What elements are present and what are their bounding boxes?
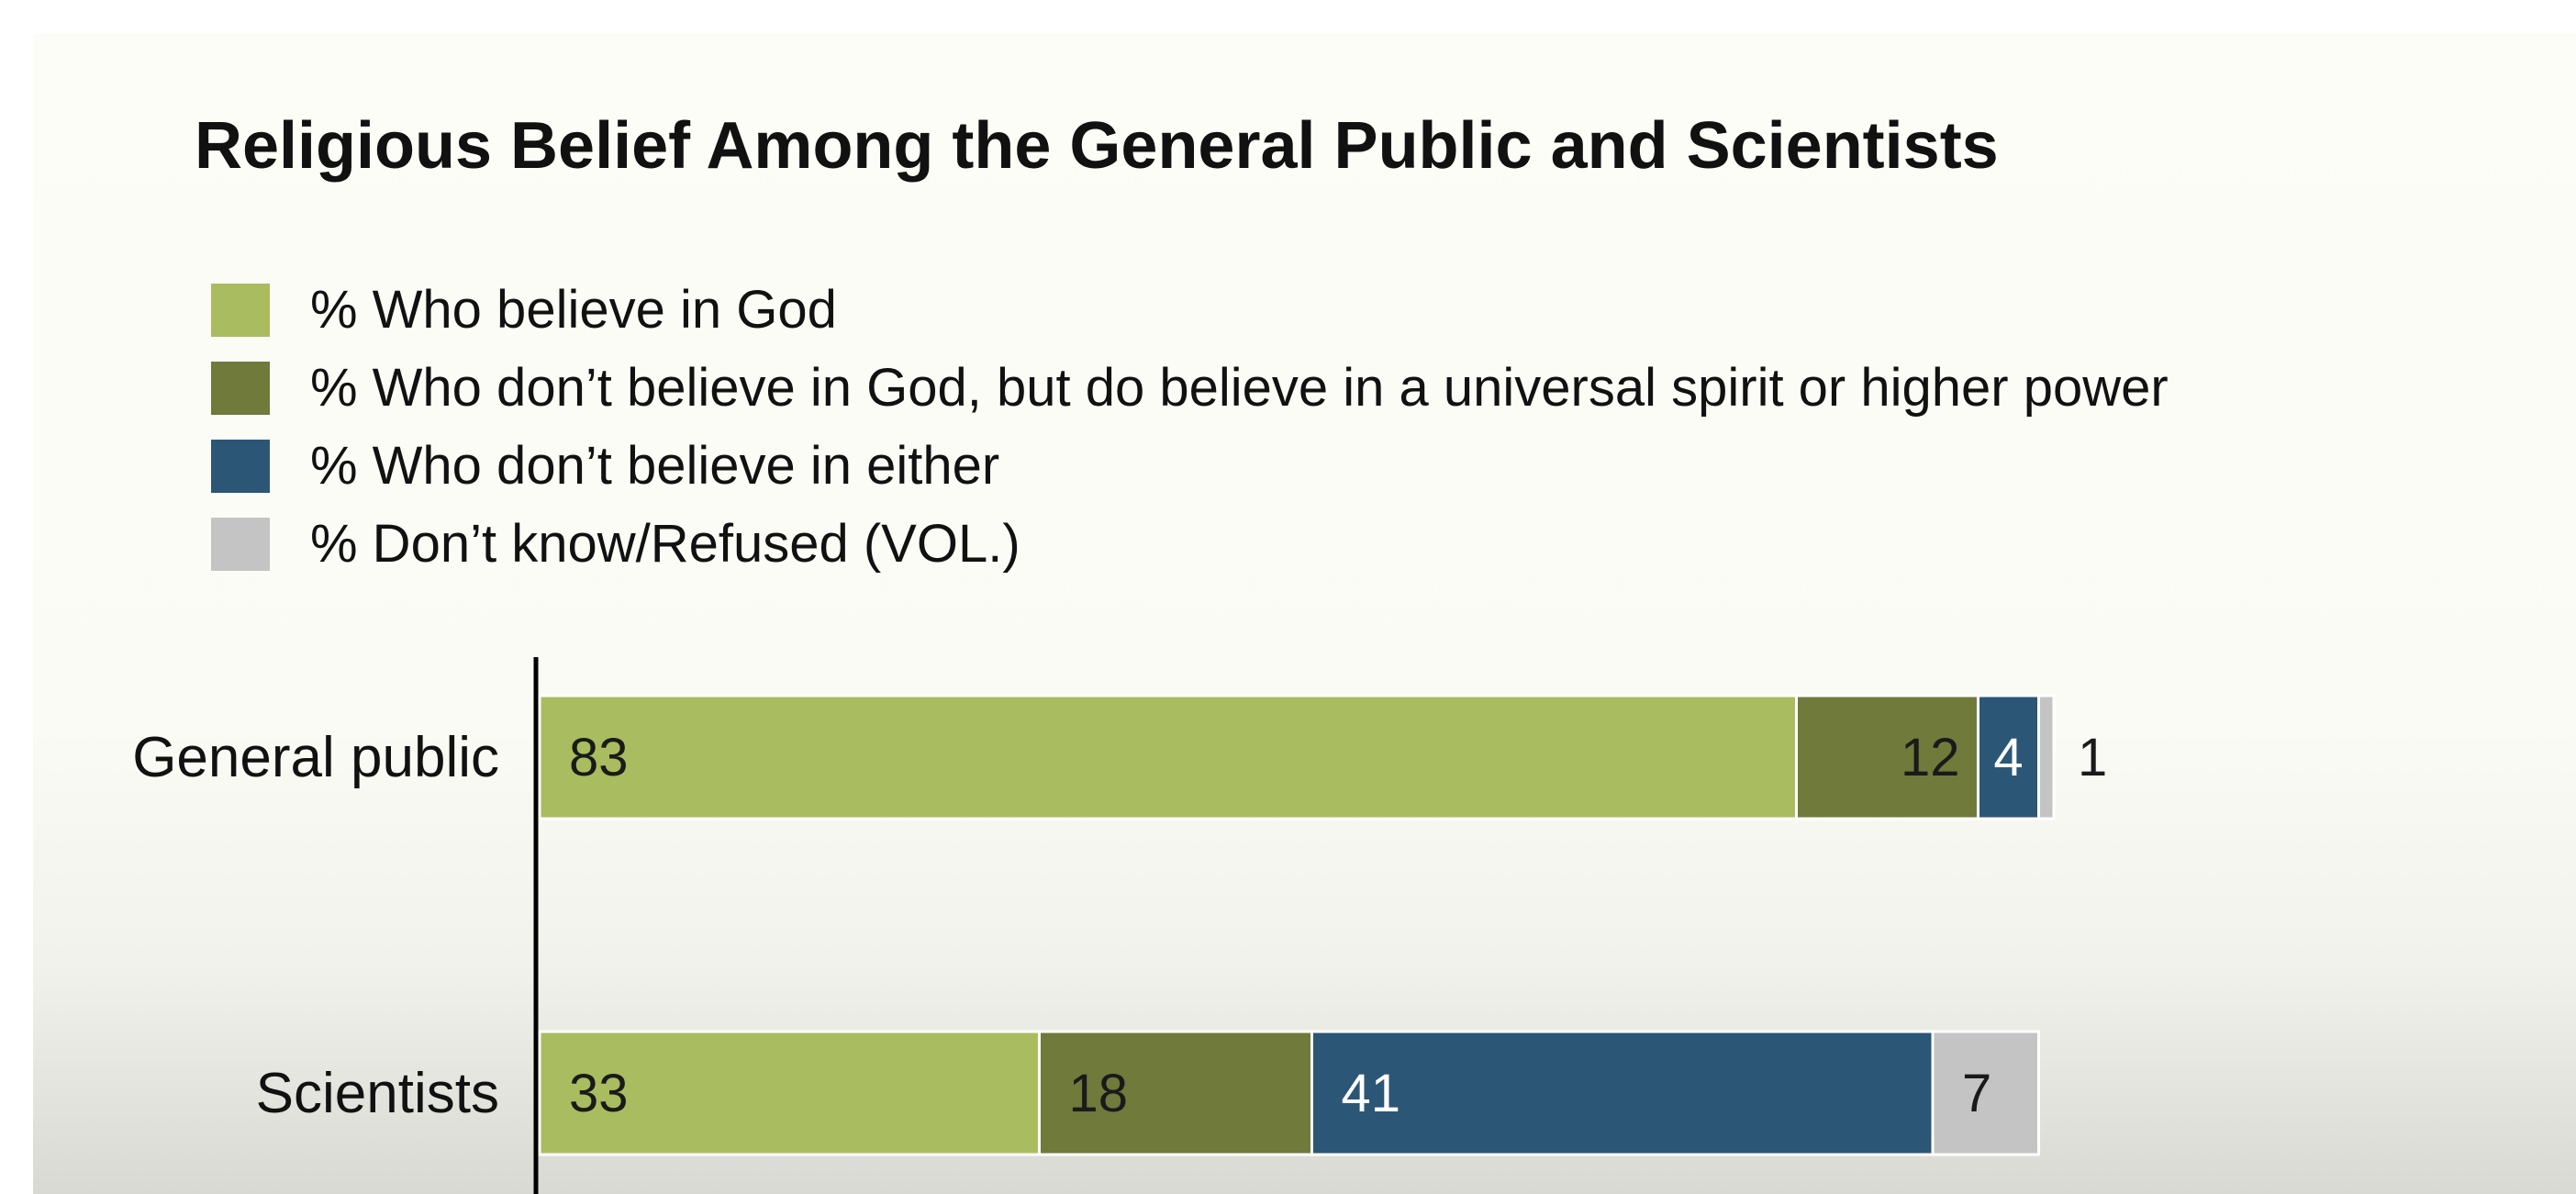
data-label: 33 — [569, 1064, 629, 1123]
legend-label: % Who believe in God — [310, 280, 837, 340]
data-label: 83 — [569, 728, 629, 787]
chart-panel — [33, 33, 2576, 1194]
legend-item-neither: % Who don’t believe in either — [211, 427, 2169, 505]
legend: % Who believe in God % Who don’t believe… — [211, 271, 2169, 583]
legend-swatch — [211, 439, 270, 493]
category-label: Scientists — [256, 1062, 499, 1125]
bar-segment — [1931, 1030, 2040, 1156]
legend-label: % Don’t know/Refused (VOL.) — [310, 514, 1020, 574]
bar-segment — [1795, 694, 1979, 820]
bar-segment — [538, 694, 1798, 820]
bar-segment — [1310, 1030, 1935, 1156]
legend-item-higher-power: % Who don’t believe in God, but do belie… — [211, 349, 2169, 427]
bar-segment — [538, 1030, 1041, 1156]
data-label: 18 — [1069, 1064, 1129, 1123]
legend-swatch — [211, 517, 270, 571]
category-label: General public — [132, 726, 499, 789]
legend-label: % Who don’t believe in either — [310, 436, 1000, 496]
bar-segment — [2037, 694, 2056, 820]
legend-swatch — [211, 283, 270, 337]
data-label: 12 — [1901, 728, 1960, 787]
data-label: 1 — [2078, 728, 2107, 787]
legend-swatch — [211, 361, 270, 415]
data-label: 41 — [1342, 1064, 1401, 1123]
legend-item-dont-know: % Don’t know/Refused (VOL.) — [211, 505, 2169, 583]
legend-label: % Who don’t believe in God, but do belie… — [310, 358, 2169, 418]
legend-item-believe-god: % Who believe in God — [211, 271, 2169, 349]
data-label: 4 — [1993, 728, 2023, 787]
chart-title: Religious Belief Among the General Publi… — [195, 109, 1999, 183]
data-label: 7 — [1962, 1064, 1991, 1123]
